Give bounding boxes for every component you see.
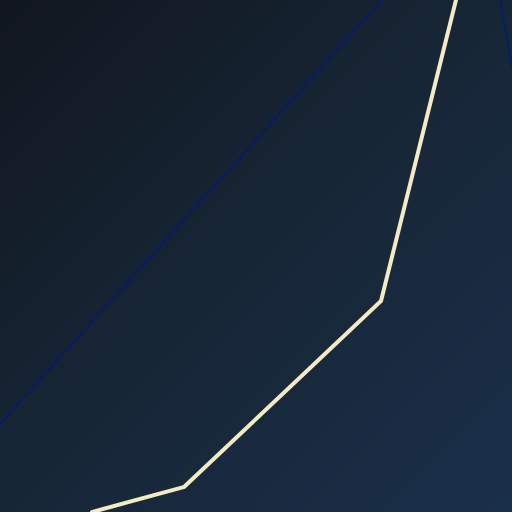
navy-corner-line xyxy=(499,0,512,67)
cream-curve-line xyxy=(90,0,458,512)
navy-diagonal-line xyxy=(0,0,383,425)
